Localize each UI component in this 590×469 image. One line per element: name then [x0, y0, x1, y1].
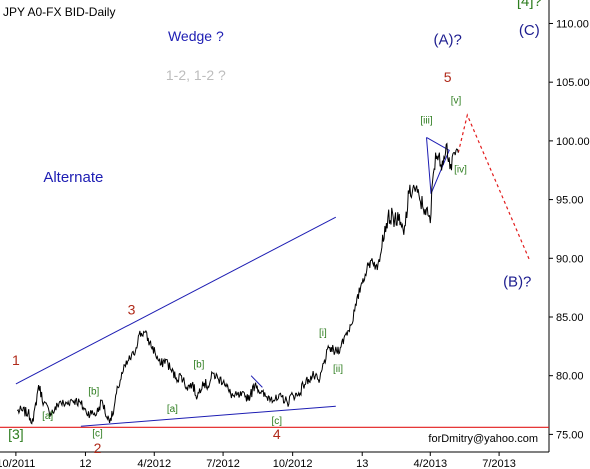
wave-label: 4 [273, 426, 281, 442]
wave-label: 5 [444, 69, 452, 85]
wave-label: (B)? [503, 273, 531, 290]
wave-label: [b] [88, 386, 99, 397]
author-credit: forDmitry@yahoo.com [428, 433, 538, 445]
x-axis: 10/2011 12 4/2012 7/2012 10/2012 13 4/2013 7/20… [0, 452, 516, 469]
wave-label: [b] [193, 359, 204, 370]
wave-label: 1-2, 1-2 ? [166, 67, 226, 83]
projection-path [457, 113, 530, 260]
wave-label: 2 [94, 440, 102, 456]
x-tick-label: 7/2013 [482, 458, 516, 469]
wave-label: [c] [92, 429, 103, 440]
x-tick-label: 10/2012 [273, 458, 313, 469]
wave-label: (C) [519, 22, 540, 39]
y-tick-label: 80.00 [556, 371, 584, 383]
price-series-layer [16, 142, 459, 425]
y-tick-label: 75.00 [556, 429, 584, 441]
wave-label: [c] [271, 416, 282, 427]
wave-iv-triangle [426, 136, 450, 194]
wave-label: 1 [12, 352, 20, 368]
x-tick-label: 4/2012 [137, 458, 171, 469]
wave-label: [v] [451, 95, 462, 106]
wave-annotation-layer: 1[3][a][b][c]23[b][a][c]4[i][ii][iii][iv… [8, 0, 542, 456]
wedge-lower-line [80, 405, 336, 427]
wave-label: (A)? [433, 32, 461, 49]
wave-label: Alternate [43, 169, 103, 186]
x-tick-label: 4/2013 [413, 458, 447, 469]
chart-title: JPY A0-FX BID-Daily [3, 5, 115, 19]
y-tick-label: 100.00 [556, 136, 590, 148]
wave-b-wedge-line [250, 375, 263, 388]
y-tick-label: 90.00 [556, 253, 584, 265]
wave-label: 3 [128, 302, 136, 318]
wave-label: [iv] [454, 165, 467, 176]
y-tick-label: 110.00 [556, 18, 589, 30]
x-tick-label: 10/2011 [0, 458, 35, 469]
y-tick-label: 95.00 [556, 195, 584, 207]
wave-label: [i] [319, 328, 327, 339]
y-tick-label: 105.00 [556, 77, 590, 89]
wedge-upper-line [15, 216, 337, 385]
wave-label: [3] [8, 426, 24, 442]
wave-label: [a] [42, 411, 53, 422]
wave-label: [4]? [517, 0, 542, 10]
plot-frame [0, 0, 550, 453]
wave-label: [ii] [333, 364, 343, 375]
wave-label: [a] [167, 404, 178, 415]
x-tick-label: 7/2012 [206, 458, 240, 469]
overlay-layer [0, 113, 549, 428]
x-tick-label: 13 [356, 458, 368, 469]
y-tick-label: 85.00 [556, 312, 584, 324]
wave-label: [iii] [420, 115, 432, 126]
x-tick-label: 12 [79, 458, 91, 469]
y-axis: 75.00 80.00 85.00 90.00 95.00 100.00 105.00 110… [549, 18, 590, 441]
price-line [16, 142, 459, 425]
wave-label: Wedge ? [168, 28, 224, 44]
